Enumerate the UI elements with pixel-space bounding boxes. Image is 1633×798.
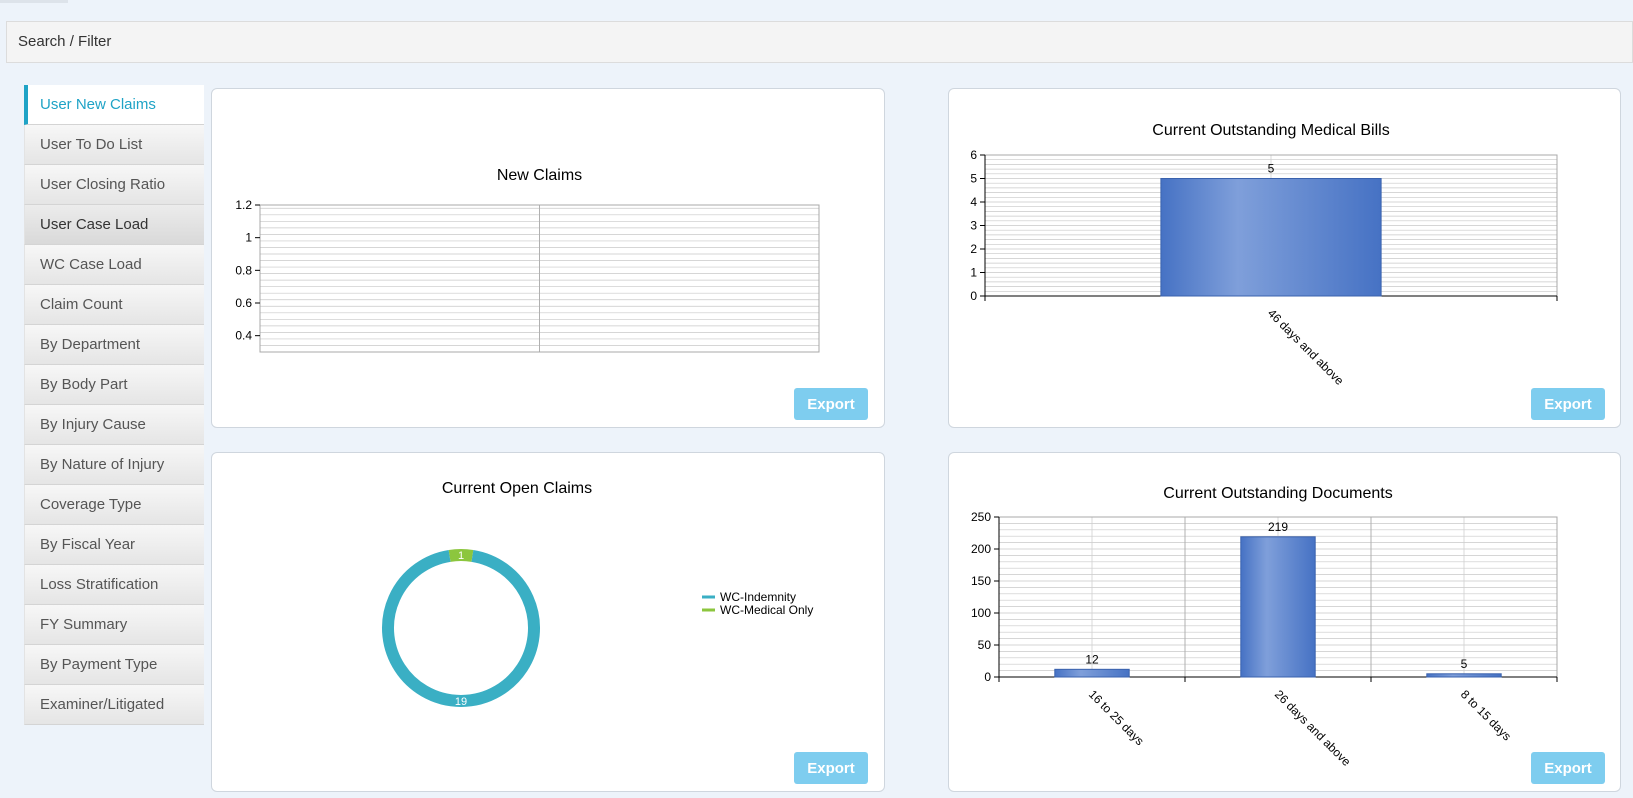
sidebar-item-loss-stratification[interactable]: Loss Stratification bbox=[24, 565, 204, 605]
sidebar-item-user-closing-ratio[interactable]: User Closing Ratio bbox=[24, 165, 204, 205]
sidebar-item-by-department[interactable]: By Department bbox=[24, 325, 204, 365]
chart-title: Current Outstanding Medical Bills bbox=[1152, 122, 1389, 139]
donut-slice bbox=[448, 549, 474, 562]
bar bbox=[1054, 668, 1130, 678]
y-tick-label: 150 bbox=[971, 574, 991, 588]
data-label: 5 bbox=[1268, 162, 1275, 176]
y-tick-label: 0.4 bbox=[235, 329, 252, 343]
sidebar-item-by-nature-of-injury[interactable]: By Nature of Injury bbox=[24, 445, 204, 485]
sidebar-item-fy-summary[interactable]: FY Summary bbox=[24, 605, 204, 645]
bar bbox=[1240, 536, 1316, 678]
y-tick-label: 100 bbox=[971, 606, 991, 620]
bar bbox=[1426, 673, 1502, 678]
x-tick-label: 26 days and above bbox=[1272, 687, 1354, 769]
new-claims-chart: New Claims 0.4 0.6 0.8 1 1.2 bbox=[235, 167, 820, 353]
sidebar-item-wc-case-load[interactable]: WC Case Load bbox=[24, 245, 204, 285]
data-label: 12 bbox=[1085, 652, 1099, 666]
slice-label: 1 bbox=[458, 550, 464, 562]
y-tick-label: 0.6 bbox=[235, 296, 252, 310]
y-tick-label: 5 bbox=[970, 172, 977, 186]
slice-label: 19 bbox=[455, 696, 467, 708]
y-tick-label: 4 bbox=[970, 195, 977, 209]
y-tick-label: 50 bbox=[978, 638, 992, 652]
y-tick-label: 2 bbox=[970, 242, 977, 256]
chart-title: Current Outstanding Documents bbox=[1163, 485, 1392, 502]
panel-open-claims: Current Open Claims 1 19 WC-Indemnity WC-Med… bbox=[211, 452, 885, 792]
panel-outstanding-documents: Current Outstanding Documents 0 50 100 150 20… bbox=[948, 452, 1621, 792]
export-button[interactable]: Export bbox=[794, 752, 868, 784]
plot-border bbox=[259, 204, 820, 353]
sidebar-item-by-payment-type[interactable]: By Payment Type bbox=[24, 645, 204, 685]
bar bbox=[1160, 178, 1382, 297]
data-label: 219 bbox=[1268, 520, 1288, 534]
export-button[interactable]: Export bbox=[794, 388, 868, 420]
sidebar-item-by-fiscal-year[interactable]: By Fiscal Year bbox=[24, 525, 204, 565]
sidebar-item-by-body-part[interactable]: By Body Part bbox=[24, 365, 204, 405]
sidebar-item-user-new-claims[interactable]: User New Claims bbox=[24, 85, 204, 125]
chart-title: Current Open Claims bbox=[442, 480, 592, 497]
open-claims-chart: Current Open Claims 1 19 WC-IndemnityWC-Med… bbox=[382, 480, 813, 708]
sidebar: User New Claims User To Do List User Closi… bbox=[24, 85, 204, 725]
y-tick-label: 1.2 bbox=[235, 198, 252, 212]
y-tick-label: 3 bbox=[970, 219, 977, 233]
sidebar-item-coverage-type[interactable]: Coverage Type bbox=[24, 485, 204, 525]
sidebar-item-user-case-load[interactable]: User Case Load bbox=[24, 205, 204, 245]
y-tick-label: 200 bbox=[971, 542, 991, 556]
panel-medical-bills: Current Outstanding Medical Bills 0 1 2 3 4 5 6… bbox=[948, 88, 1621, 428]
export-button[interactable]: Export bbox=[1531, 388, 1605, 420]
legend-entry: WC-Indemnity bbox=[720, 590, 796, 604]
panel-new-claims: New Claims 0.4 0.6 0.8 1 1.2 Export bbox=[211, 88, 885, 428]
y-tick-label: 250 bbox=[971, 510, 991, 524]
sidebar-item-user-to-do-list[interactable]: User To Do List bbox=[24, 125, 204, 165]
donut-slice bbox=[382, 549, 540, 707]
export-button[interactable]: Export bbox=[1531, 752, 1605, 784]
top-tab[interactable] bbox=[0, 0, 68, 3]
sidebar-item-claim-count[interactable]: Claim Count bbox=[24, 285, 204, 325]
data-label: 5 bbox=[1461, 657, 1468, 671]
medical-bills-chart: Current Outstanding Medical Bills 0 1 2 3 4 5 6… bbox=[970, 122, 1558, 388]
x-tick-label: 46 days and above bbox=[1265, 306, 1347, 388]
outstanding-documents-chart: Current Outstanding Documents 0 50 100 150 20… bbox=[971, 485, 1558, 769]
search-filter-bar[interactable]: Search / Filter bbox=[6, 21, 1633, 63]
y-tick-label: 0.8 bbox=[235, 263, 252, 277]
chart-title: New Claims bbox=[497, 167, 582, 184]
y-tick-label: 0 bbox=[970, 289, 977, 303]
sidebar-item-examiner-litigated[interactable]: Examiner/Litigated bbox=[24, 685, 204, 725]
x-tick-label: 8 to 15 days bbox=[1458, 687, 1514, 743]
y-tick-label: 1 bbox=[245, 231, 252, 245]
legend-entry: WC-Medical Only bbox=[720, 603, 813, 617]
y-tick-label: 6 bbox=[970, 148, 977, 162]
y-tick-label: 1 bbox=[970, 266, 977, 280]
x-tick-label: 16 to 25 days bbox=[1086, 687, 1147, 748]
y-tick-label: 0 bbox=[984, 670, 991, 684]
sidebar-item-by-injury-cause[interactable]: By Injury Cause bbox=[24, 405, 204, 445]
